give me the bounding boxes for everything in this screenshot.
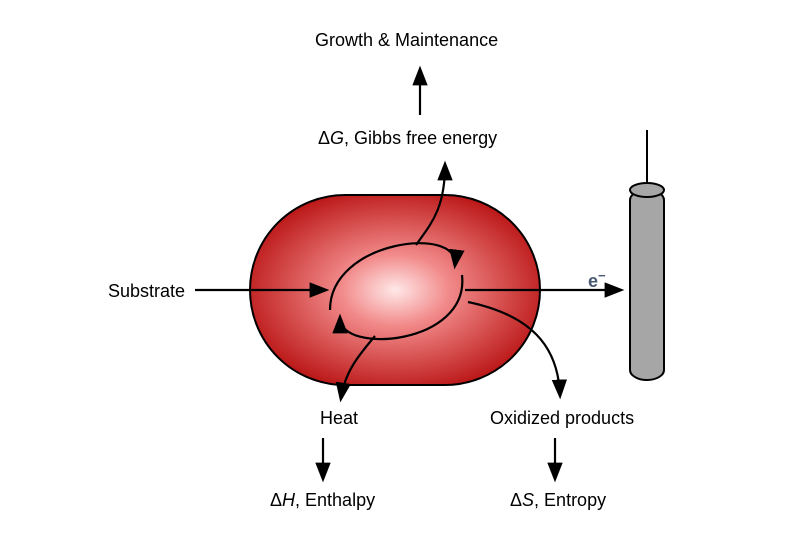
gibbs-G: G	[330, 128, 344, 148]
thermodynamics-diagram: Growth & Maintenance ΔG, Gibbs free ener…	[0, 0, 790, 536]
electron-e: e	[588, 271, 598, 291]
dS-delta: Δ	[510, 490, 522, 510]
substrate-label: Substrate	[108, 281, 185, 302]
diagram-svg	[0, 0, 790, 536]
gibbs-delta: Δ	[318, 128, 330, 148]
gibbs-rest: , Gibbs free energy	[344, 128, 497, 148]
dS-S: S	[522, 490, 534, 510]
electron-minus: −	[598, 268, 606, 283]
electrode	[630, 190, 664, 380]
electron-label: e−	[588, 268, 606, 292]
growth-label: Growth & Maintenance	[315, 30, 498, 51]
oxidized-label: Oxidized products	[490, 408, 634, 429]
electrode-top	[630, 183, 664, 197]
enthalpy-label: ΔH, Enthalpy	[270, 490, 375, 511]
entropy-label: ΔS, Entropy	[510, 490, 606, 511]
gibbs-label: ΔG, Gibbs free energy	[318, 128, 497, 149]
dS-rest: , Entropy	[534, 490, 606, 510]
dH-rest: , Enthalpy	[295, 490, 375, 510]
dH-H: H	[282, 490, 295, 510]
heat-label: Heat	[320, 408, 358, 429]
dH-delta: Δ	[270, 490, 282, 510]
